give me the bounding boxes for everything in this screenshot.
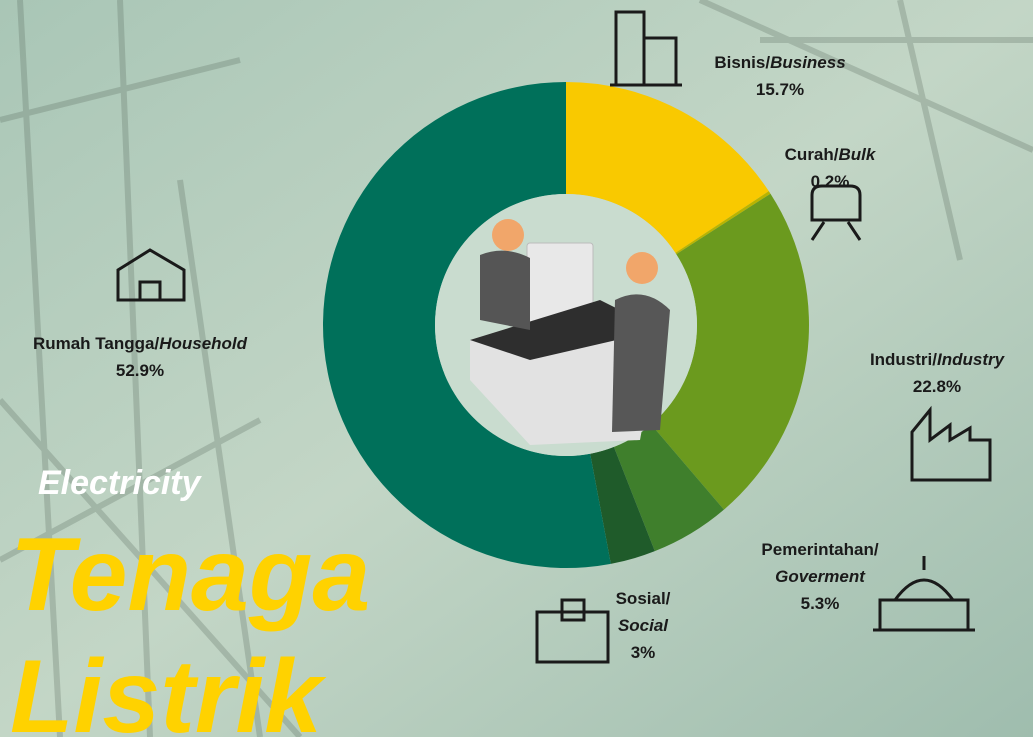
category-name: Industri/ bbox=[870, 350, 937, 369]
value-label: 15.7% bbox=[756, 80, 804, 99]
subtitle: Electricity bbox=[38, 464, 203, 502]
value-label: 22.8% bbox=[913, 377, 961, 396]
category-name-en: Industry bbox=[937, 350, 1006, 369]
category-name: Rumah Tangga/ bbox=[33, 334, 160, 353]
category-name: Sosial/ bbox=[616, 589, 671, 608]
category-label: Goverment bbox=[775, 567, 866, 586]
category-label: Pemerintahan/ bbox=[761, 540, 878, 559]
category-label: Bisnis/Business bbox=[714, 53, 845, 72]
category-name: Bisnis/ bbox=[714, 53, 770, 72]
center-illustration bbox=[435, 194, 697, 456]
infographic: Bisnis/Business 15.7% Curah/Bulk 0.2% Indust… bbox=[0, 0, 1033, 737]
value-label: 0.2% bbox=[811, 172, 850, 191]
category-name: Curah/ bbox=[785, 145, 839, 164]
title-line: Tenaga bbox=[10, 517, 370, 633]
category-label: Curah/Bulk bbox=[785, 145, 877, 164]
category-name-en: Social bbox=[618, 616, 669, 635]
category-label: Sosial/ bbox=[616, 589, 671, 608]
page: {"chart_data": { "type": "pie", "title":… bbox=[0, 0, 1033, 737]
title-line: Listrik bbox=[10, 639, 327, 737]
category-name-en: Household bbox=[159, 334, 247, 353]
value-label: 52.9% bbox=[116, 361, 164, 380]
category-label: Rumah Tangga/Household bbox=[33, 334, 248, 353]
category-name-en: Goverment bbox=[775, 567, 866, 586]
value-label: 5.3% bbox=[801, 594, 840, 613]
category-label: Social bbox=[618, 616, 669, 635]
category-name-en: Bulk bbox=[839, 145, 877, 164]
category-name-en: Business bbox=[770, 53, 846, 72]
category-label: Industri/Industry bbox=[870, 350, 1006, 369]
category-name: Pemerintahan/ bbox=[761, 540, 878, 559]
value-label: 3% bbox=[631, 643, 656, 662]
